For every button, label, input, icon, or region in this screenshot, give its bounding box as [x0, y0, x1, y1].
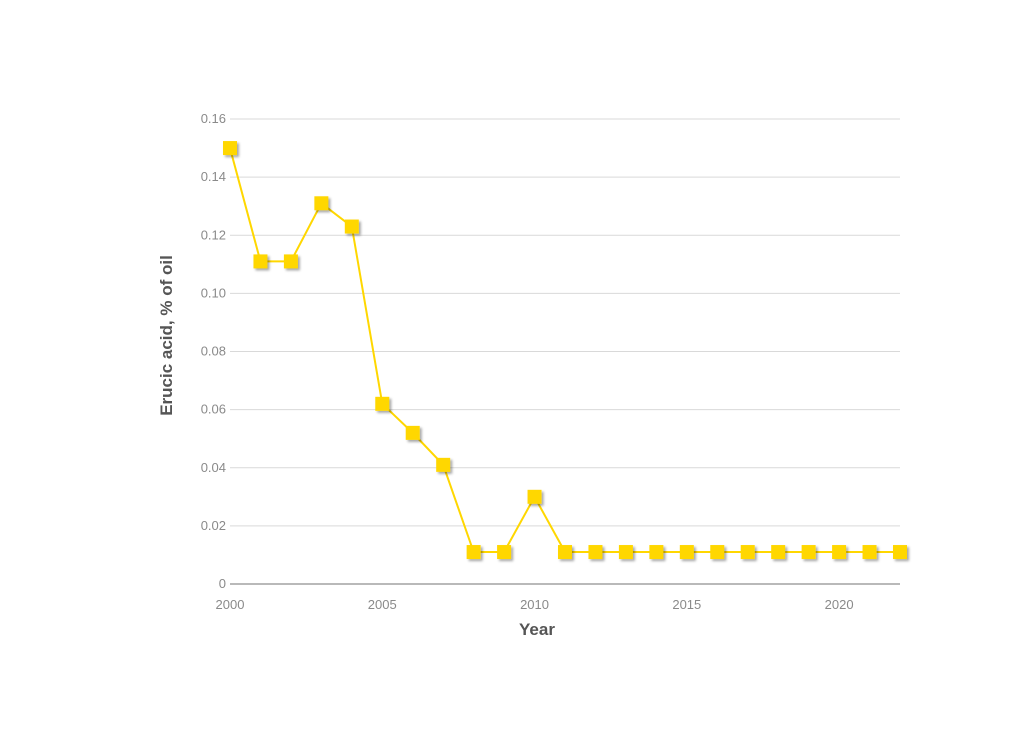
axes: 0 0.02 0.04 0.06 0.08 0.10 0.12 0.14 0.16 2000 200…: [201, 111, 900, 612]
data-point-marker[interactable]: [771, 545, 786, 560]
y-tick-label: 0.02: [201, 518, 226, 533]
x-tick-label: 2015: [672, 597, 701, 612]
gridlines: [230, 118, 900, 527]
data-point-marker[interactable]: [253, 254, 268, 269]
data-point-marker[interactable]: [314, 196, 329, 211]
series-line: [229, 147, 900, 554]
y-tick-label: 0.04: [201, 460, 226, 475]
series: [223, 141, 907, 560]
data-point-marker[interactable]: [466, 545, 481, 560]
x-axis-title: Year: [519, 620, 555, 639]
y-tick-label: 0.12: [201, 227, 226, 242]
data-point-marker[interactable]: [801, 545, 816, 560]
data-point-marker[interactable]: [527, 489, 542, 504]
data-point-marker[interactable]: [375, 396, 390, 411]
data-point-marker[interactable]: [558, 545, 572, 560]
data-point-marker[interactable]: [344, 219, 359, 234]
data-point-marker[interactable]: [223, 141, 237, 156]
y-tick-label: 0.10: [201, 285, 226, 300]
data-point-marker[interactable]: [832, 545, 847, 560]
y-tick-label: 0.08: [201, 344, 226, 359]
data-point-marker[interactable]: [497, 545, 512, 560]
data-point-marker[interactable]: [436, 457, 451, 472]
data-point-marker[interactable]: [740, 545, 755, 560]
y-tick-label: 0: [219, 576, 226, 591]
data-point-marker[interactable]: [283, 254, 298, 269]
y-tick-label: 0.16: [201, 111, 226, 126]
data-point-marker[interactable]: [862, 545, 877, 560]
data-point-marker[interactable]: [618, 545, 633, 560]
y-tick-label: 0.14: [201, 169, 226, 184]
x-tick-label: 2010: [520, 597, 549, 612]
x-tick-label: 2005: [368, 597, 397, 612]
data-point-marker[interactable]: [649, 545, 664, 560]
data-point-marker[interactable]: [710, 545, 725, 560]
data-point-marker[interactable]: [679, 545, 694, 560]
y-tick-label: 0.06: [201, 402, 226, 417]
x-tick-label: 2020: [825, 597, 854, 612]
y-axis-title: Erucic acid, % of oil: [157, 255, 176, 416]
x-tick-label: 2000: [216, 597, 245, 612]
data-point-marker[interactable]: [405, 425, 420, 440]
data-point-marker[interactable]: [893, 545, 907, 560]
data-point-marker[interactable]: [588, 545, 603, 560]
